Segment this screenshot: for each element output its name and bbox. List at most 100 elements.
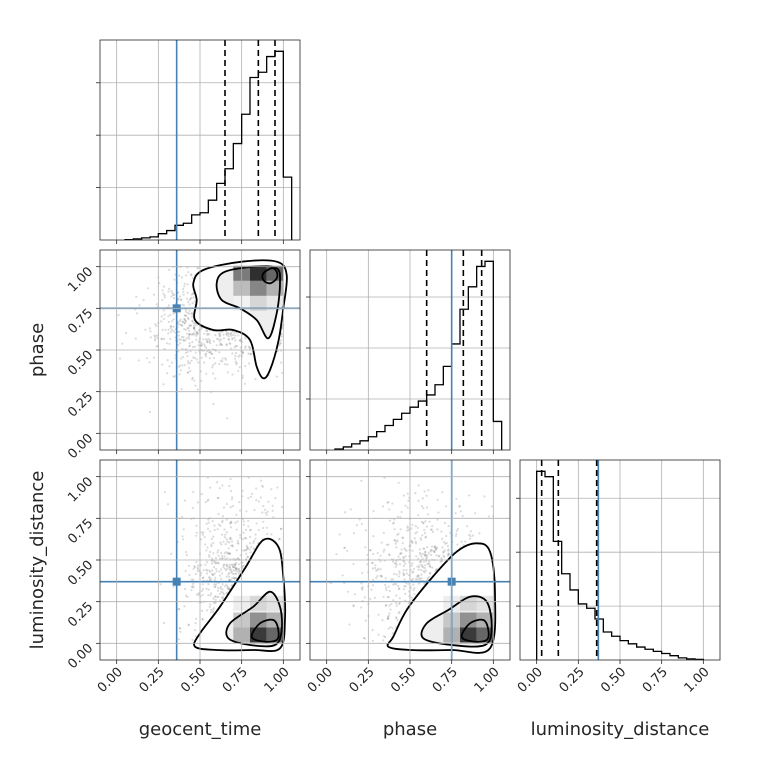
scatter-point (232, 557, 235, 560)
scatter-point (192, 356, 195, 359)
scatter-point (235, 361, 238, 365)
scatter-point (152, 356, 156, 359)
scatter-point (248, 542, 252, 545)
scatter-point (203, 345, 206, 348)
scatter-point (173, 375, 176, 378)
scatter-point (375, 569, 378, 572)
scatter-point (248, 346, 251, 349)
scatter-point (257, 528, 260, 532)
scatter-point (382, 550, 385, 553)
scatter-point (372, 584, 375, 587)
scatter-point (390, 603, 393, 606)
scatter-point (233, 563, 236, 566)
scatter-point (201, 587, 204, 591)
scatter-point (213, 356, 216, 360)
scatter-point (182, 339, 186, 342)
scatter-point (415, 575, 418, 578)
scatter-point (190, 578, 193, 581)
scatter-point (197, 592, 201, 595)
scatter-point (423, 567, 426, 570)
scatter-point (360, 479, 363, 482)
scatter-point (487, 515, 490, 518)
scatter-point (188, 366, 191, 369)
scatter-point (275, 375, 278, 378)
scatter-point (279, 339, 282, 342)
scatter-point (199, 370, 203, 373)
scatter-point (208, 555, 211, 558)
scatter-point (433, 545, 436, 548)
scatter-point (187, 371, 190, 374)
scatter-point (395, 583, 398, 586)
scatter-point (364, 546, 367, 549)
scatter-point (460, 540, 463, 543)
scatter-point (230, 544, 233, 547)
scatter-point (347, 590, 350, 593)
scatter-point (181, 516, 184, 519)
scatter-point (387, 501, 390, 504)
scatter-point (218, 487, 221, 490)
scatter-point (194, 635, 197, 638)
scatter-point (238, 366, 241, 369)
scatter-point (224, 358, 227, 361)
scatter-point (231, 504, 234, 508)
scatter-point (222, 333, 225, 336)
scatter-point (190, 359, 193, 362)
scatter-point (246, 548, 249, 551)
scatter-point (161, 338, 164, 341)
scatter-point (168, 268, 171, 271)
scatter-point (197, 341, 201, 344)
scatter-point (400, 510, 403, 514)
scatter-point (212, 608, 215, 611)
scatter-point (163, 491, 166, 494)
scatter-point (216, 561, 219, 565)
scatter-point (427, 575, 431, 579)
contour-level-3 (193, 537, 287, 652)
scatter-point (217, 523, 221, 526)
scatter-point (228, 565, 231, 569)
scatter-point (183, 364, 186, 367)
scatter-point (395, 594, 398, 597)
scatter-point (166, 359, 169, 362)
scatter-point (228, 552, 231, 555)
scatter-point (183, 605, 186, 608)
scatter-point (231, 577, 234, 580)
scatter-point (225, 502, 228, 506)
scatter-point (459, 510, 463, 513)
scatter-point (223, 555, 226, 558)
scatter-point (239, 339, 242, 342)
scatter-point (178, 373, 181, 376)
scatter-point (216, 589, 219, 592)
scatter-point (224, 357, 227, 360)
scatter-point (250, 492, 254, 496)
scatter-point (262, 526, 265, 530)
scatter-point (404, 548, 407, 551)
scatter-point (391, 627, 394, 630)
scatter-point (422, 522, 425, 525)
scatter-point (419, 561, 422, 564)
scatter-point (208, 351, 211, 354)
scatter-point (226, 557, 229, 560)
density-cell (250, 295, 267, 311)
scatter-point (186, 354, 189, 358)
scatter-point (225, 538, 228, 541)
scatter-point (391, 578, 395, 581)
scatter-point (170, 320, 173, 323)
scatter-point (179, 342, 182, 345)
scatter-point (402, 571, 405, 575)
scatter-point (220, 543, 223, 546)
scatter-point (146, 287, 149, 290)
scatter-point (245, 552, 248, 555)
scatter-point (391, 502, 394, 505)
scatter-point (212, 403, 215, 406)
scatter-point (148, 327, 151, 330)
scatter-point (231, 373, 234, 376)
scatter-point (244, 537, 248, 540)
scatter-point (447, 548, 450, 551)
scatter-point (200, 344, 204, 347)
scatter-point (172, 318, 175, 321)
scatter-point (162, 285, 165, 288)
scatter-point (440, 530, 443, 533)
scatter-point (170, 289, 173, 293)
scatter-point (445, 505, 448, 508)
scatter-point (416, 576, 420, 579)
